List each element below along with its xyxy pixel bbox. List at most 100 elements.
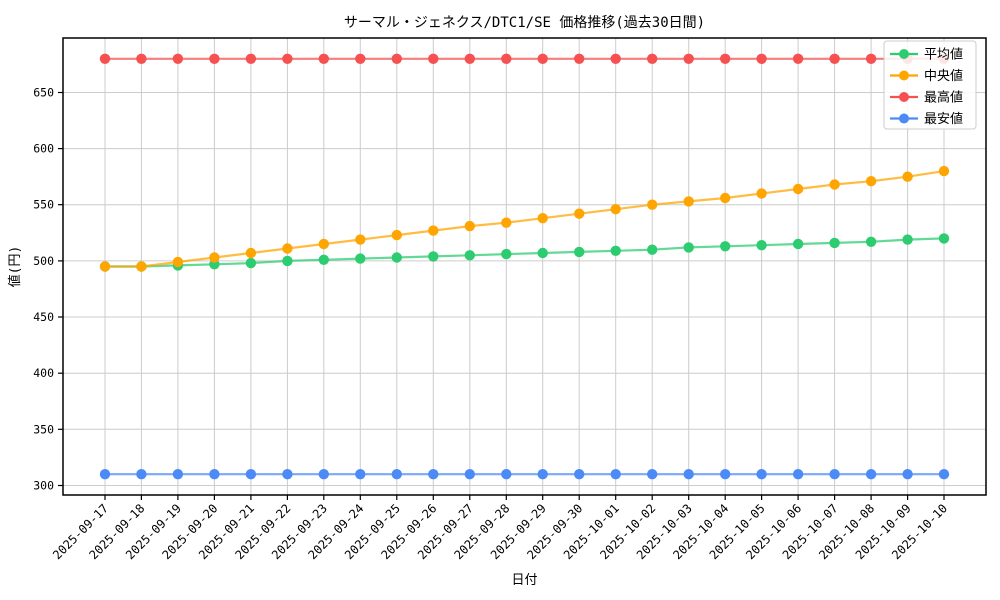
data-point-marker: [99, 261, 111, 272]
data-point-marker: [610, 53, 621, 64]
series-line-1: [105, 170, 945, 268]
legend-box: [883, 40, 977, 130]
data-point-marker: [647, 469, 658, 480]
data-point-marker: [355, 53, 366, 64]
data-point-marker: [610, 204, 621, 215]
data-point-marker: [136, 53, 147, 64]
data-point-marker: [610, 469, 621, 480]
legend-label: 平均値: [924, 47, 963, 63]
data-point-marker: [209, 252, 220, 263]
data-point-marker: [647, 244, 658, 255]
data-point-marker: [501, 217, 512, 228]
data-point-marker: [391, 53, 402, 64]
data-point-marker: [537, 469, 548, 480]
series-line-0: [105, 237, 945, 268]
data-point-marker: [428, 53, 439, 64]
data-point-marker: [245, 247, 257, 259]
legend-marker: [899, 70, 909, 81]
data-point-marker: [938, 165, 950, 177]
data-point-marker: [792, 238, 804, 250]
data-point-marker: [829, 237, 840, 249]
data-point-marker: [829, 179, 840, 190]
y-tick-label: 400: [33, 366, 54, 380]
data-point-marker: [756, 53, 767, 64]
data-point-marker: [464, 469, 475, 480]
data-point-marker: [428, 469, 439, 480]
data-point-marker: [720, 192, 731, 204]
data-point-marker: [902, 171, 913, 182]
data-point-marker: [318, 469, 329, 480]
y-axis-label: 値(円): [7, 246, 23, 288]
data-point-marker: [501, 248, 512, 260]
data-point-marker: [865, 236, 877, 247]
data-point-marker: [136, 469, 147, 480]
y-tick-label: 450: [33, 310, 54, 324]
data-point-marker: [647, 199, 658, 210]
data-point-marker: [756, 188, 767, 199]
data-point-marker: [501, 469, 512, 480]
data-point-marker: [501, 53, 512, 64]
data-point-marker: [537, 213, 548, 224]
data-point-marker: [574, 469, 585, 480]
data-point-marker: [792, 183, 804, 195]
data-point-marker: [282, 53, 293, 64]
data-point-marker: [172, 469, 184, 480]
data-point-marker: [610, 245, 621, 256]
legend-label: 中央値: [924, 68, 963, 84]
data-point-marker: [938, 469, 950, 480]
data-point-marker: [355, 234, 366, 245]
data-point-marker: [756, 240, 767, 251]
data-point-marker: [865, 53, 877, 64]
data-point-marker: [720, 241, 731, 252]
data-point-marker: [537, 53, 548, 64]
data-point-marker: [245, 469, 257, 480]
data-point-marker: [865, 176, 877, 187]
data-point-marker: [865, 469, 877, 480]
legend-label: 最安値: [924, 111, 963, 127]
data-point-marker: [282, 255, 293, 267]
y-tick-label: 350: [33, 422, 54, 436]
data-point-marker: [464, 53, 475, 64]
data-point-marker: [99, 469, 111, 480]
legend-marker: [899, 92, 909, 102]
chart-title: サーマル・ジェネクス/DTC1/SE 価格推移(過去30日間): [344, 15, 705, 31]
data-point-marker: [683, 196, 694, 207]
legend-marker: [899, 49, 909, 59]
x-axis-label: 日付: [511, 573, 537, 588]
data-point-marker: [537, 247, 548, 259]
data-point-marker: [683, 242, 694, 253]
data-point-marker: [647, 53, 658, 64]
data-point-marker: [720, 469, 731, 480]
data-point-marker: [99, 53, 111, 64]
data-point-marker: [574, 53, 585, 64]
legend-marker: [899, 113, 909, 124]
data-point-marker: [464, 220, 475, 232]
data-point-marker: [209, 469, 220, 480]
legend-label: 最高値: [924, 90, 963, 106]
data-point-marker: [282, 469, 293, 480]
data-point-marker: [428, 251, 439, 262]
data-point-marker: [720, 53, 731, 64]
data-point-marker: [792, 53, 804, 64]
data-point-marker: [391, 469, 402, 480]
data-point-marker: [355, 469, 366, 480]
y-tick-label: 650: [33, 86, 54, 100]
y-tick-label: 550: [33, 198, 54, 212]
y-tick-label: 500: [33, 254, 54, 268]
data-point-marker: [136, 261, 147, 272]
data-point-marker: [172, 53, 184, 64]
data-point-marker: [245, 257, 257, 269]
data-point-marker: [391, 229, 402, 241]
data-point-marker: [574, 246, 585, 258]
data-point-marker: [902, 234, 913, 245]
data-point-marker: [245, 53, 257, 64]
y-tick-label: 300: [33, 479, 54, 493]
data-point-marker: [318, 254, 329, 265]
plot-border: [62, 37, 987, 496]
data-point-marker: [829, 53, 840, 64]
data-point-marker: [683, 53, 694, 64]
data-point-marker: [355, 253, 366, 264]
